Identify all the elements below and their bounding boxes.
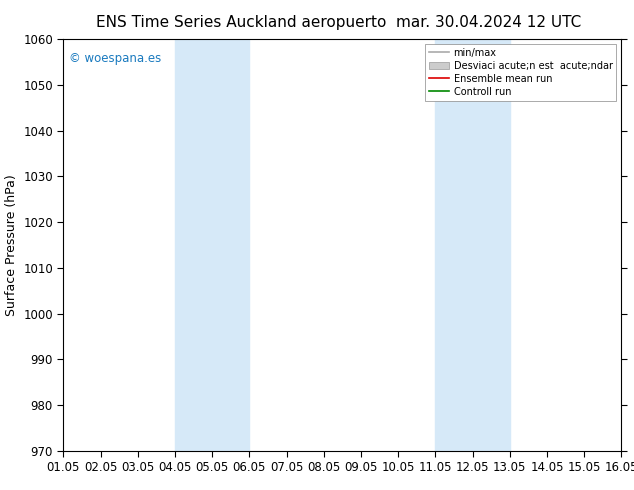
Bar (436, 39, 472, 451)
Text: © woespana.es: © woespana.es (69, 51, 161, 65)
Text: ENS Time Series Auckland aeropuerto: ENS Time Series Auckland aeropuerto (96, 15, 386, 30)
Legend: min/max, Desviaci acute;n est  acute;ndar, Ensemble mean run, Controll run: min/max, Desviaci acute;n est acute;ndar… (425, 44, 616, 100)
Y-axis label: Surface Pressure (hPa): Surface Pressure (hPa) (4, 174, 18, 316)
Bar (212, 39, 249, 451)
Text: mar. 30.04.2024 12 UTC: mar. 30.04.2024 12 UTC (396, 15, 581, 30)
Bar (472, 39, 510, 451)
Bar (175, 39, 212, 451)
